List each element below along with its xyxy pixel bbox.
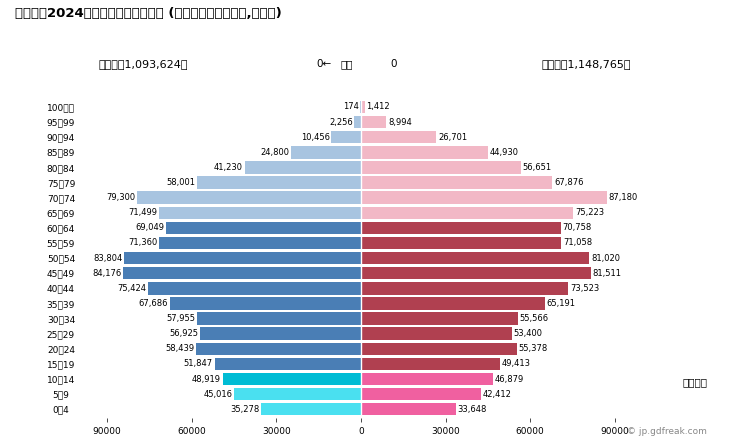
Bar	[361, 176, 553, 189]
Bar	[361, 146, 488, 158]
Text: 73,523: 73,523	[570, 284, 599, 293]
Text: 84,176: 84,176	[93, 269, 122, 278]
Text: 75,223: 75,223	[575, 208, 604, 217]
Bar	[361, 282, 569, 295]
Bar	[361, 116, 386, 128]
Text: 71,360: 71,360	[128, 239, 157, 247]
Text: 67,876: 67,876	[554, 178, 584, 187]
Bar	[361, 343, 517, 355]
Text: 46,879: 46,879	[495, 375, 524, 384]
Bar	[125, 252, 361, 264]
Text: © jp.gdfreak.com: © jp.gdfreak.com	[627, 427, 707, 436]
Text: 83,804: 83,804	[93, 254, 122, 263]
Text: 75,424: 75,424	[117, 284, 147, 293]
Bar	[200, 328, 361, 340]
Text: 87,180: 87,180	[609, 193, 638, 202]
Text: 26,701: 26,701	[438, 133, 467, 142]
Bar	[196, 343, 361, 355]
Text: 81,511: 81,511	[593, 269, 622, 278]
Text: 48,919: 48,919	[192, 375, 221, 384]
Text: 58,001: 58,001	[166, 178, 195, 187]
Text: 45,016: 45,016	[203, 390, 232, 399]
Bar	[361, 388, 480, 401]
Text: 8,994: 8,994	[388, 117, 412, 126]
Bar	[123, 267, 361, 279]
Text: 宮城県の2024年１月１日の人口構成 (住民基本台帳ベース,総人口): 宮城県の2024年１月１日の人口構成 (住民基本台帳ベース,総人口)	[15, 7, 281, 20]
Text: 0←: 0←	[316, 59, 332, 69]
Text: 49,413: 49,413	[502, 360, 531, 368]
Text: 56,651: 56,651	[523, 163, 552, 172]
Bar	[160, 237, 361, 249]
Bar	[361, 252, 590, 264]
Bar	[361, 161, 521, 174]
Text: 2,256: 2,256	[329, 117, 353, 126]
Bar	[361, 312, 518, 325]
Bar	[166, 222, 361, 234]
Bar	[148, 282, 361, 295]
Bar	[361, 403, 456, 416]
Text: 71,058: 71,058	[563, 239, 592, 247]
Bar	[361, 328, 512, 340]
Text: 71,499: 71,499	[128, 208, 157, 217]
Text: 24,800: 24,800	[260, 148, 289, 157]
Bar	[354, 116, 361, 128]
Bar	[361, 358, 500, 370]
Bar	[197, 176, 361, 189]
Text: 不祥: 不祥	[340, 59, 353, 69]
Bar	[244, 161, 361, 174]
Text: 55,378: 55,378	[519, 344, 548, 353]
Bar	[332, 131, 361, 143]
Bar	[223, 373, 361, 385]
Text: 70,758: 70,758	[562, 223, 591, 232]
Bar	[361, 297, 545, 310]
Text: 79,300: 79,300	[106, 193, 136, 202]
Bar	[198, 312, 361, 325]
Bar	[361, 267, 591, 279]
Text: 1,412: 1,412	[367, 102, 390, 111]
Text: 174: 174	[343, 102, 359, 111]
Text: 10,456: 10,456	[300, 133, 330, 142]
Bar	[361, 131, 436, 143]
Text: 56,925: 56,925	[170, 329, 198, 338]
Text: 57,955: 57,955	[167, 314, 195, 323]
Bar	[361, 191, 607, 204]
Text: 69,049: 69,049	[136, 223, 164, 232]
Text: 65,191: 65,191	[547, 299, 575, 308]
Bar	[214, 358, 361, 370]
Bar	[170, 297, 361, 310]
Text: 58,439: 58,439	[165, 344, 194, 353]
Text: 35,278: 35,278	[230, 405, 260, 414]
Text: 44,930: 44,930	[489, 148, 518, 157]
Text: 53,400: 53,400	[513, 329, 542, 338]
Bar	[361, 237, 561, 249]
Bar	[361, 206, 573, 219]
Text: 55,566: 55,566	[519, 314, 548, 323]
Bar	[234, 388, 361, 401]
Text: 41,230: 41,230	[214, 163, 243, 172]
Bar	[361, 101, 364, 113]
Text: 81,020: 81,020	[591, 254, 620, 263]
Bar	[361, 222, 561, 234]
Text: 42,412: 42,412	[482, 390, 511, 399]
Text: 33,648: 33,648	[458, 405, 487, 414]
Text: 67,686: 67,686	[139, 299, 168, 308]
Text: 男性計：1,093,624人: 男性計：1,093,624人	[98, 59, 188, 69]
Bar	[261, 403, 361, 416]
Bar	[291, 146, 361, 158]
Text: 0: 0	[390, 59, 397, 69]
Text: 51,847: 51,847	[184, 360, 213, 368]
Bar	[159, 206, 361, 219]
Text: 女性計：1,148,765人: 女性計：1,148,765人	[541, 59, 631, 69]
Bar	[361, 373, 493, 385]
Bar	[137, 191, 361, 204]
Text: 単位：人: 単位：人	[682, 377, 707, 387]
